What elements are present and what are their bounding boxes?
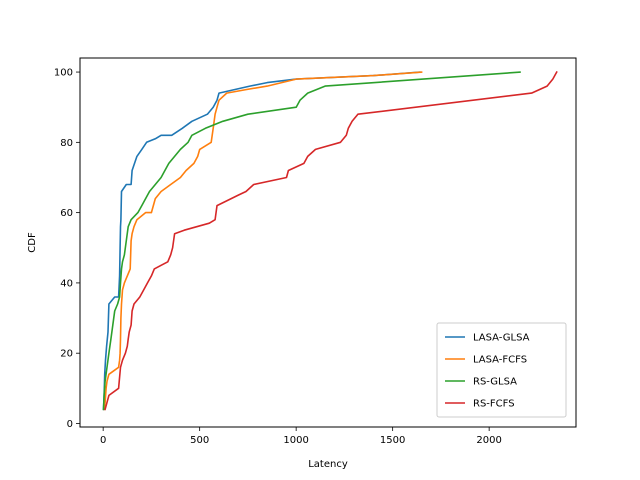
x-tick-label-3: 1500	[380, 435, 405, 446]
legend: LASA-GLSA LASA-FCFS RS-GLSA RS-FCFS	[436, 322, 567, 418]
series-line-2	[102, 71, 521, 411]
series-line-1	[103, 71, 423, 411]
legend-box	[436, 322, 567, 418]
plot-lines	[102, 71, 558, 411]
legend-label-2: RS-GLSA	[473, 377, 517, 388]
y-tick-label-2: 40	[60, 278, 73, 289]
x-tick-label-2: 1000	[283, 435, 308, 446]
y-axis-label: CDF	[27, 232, 38, 253]
legend-label-0: LASA-GLSA	[473, 333, 530, 344]
x-axis-label: Latency	[308, 459, 348, 470]
y-tick-label-5: 100	[54, 68, 73, 79]
legend-label-3: RS-FCFS	[473, 399, 515, 410]
x-tick-label-4: 2000	[476, 435, 501, 446]
x-tick-label-0: 0	[100, 435, 106, 446]
series-line-0	[102, 71, 421, 411]
y-tick-label-0: 0	[67, 419, 73, 430]
y-tick-label-4: 80	[60, 138, 73, 149]
plot-frame	[79, 57, 577, 428]
y-tick-label-1: 20	[60, 349, 73, 360]
x-axis-ticks: 0 500 1000 1500 2000	[100, 427, 502, 446]
series-line-3	[104, 71, 558, 411]
y-tick-label-3: 60	[60, 208, 73, 219]
x-tick-label-1: 500	[190, 435, 209, 446]
y-axis-ticks: 0 20 40 60 80 100	[54, 68, 80, 430]
legend-label-1: LASA-FCFS	[473, 355, 527, 366]
